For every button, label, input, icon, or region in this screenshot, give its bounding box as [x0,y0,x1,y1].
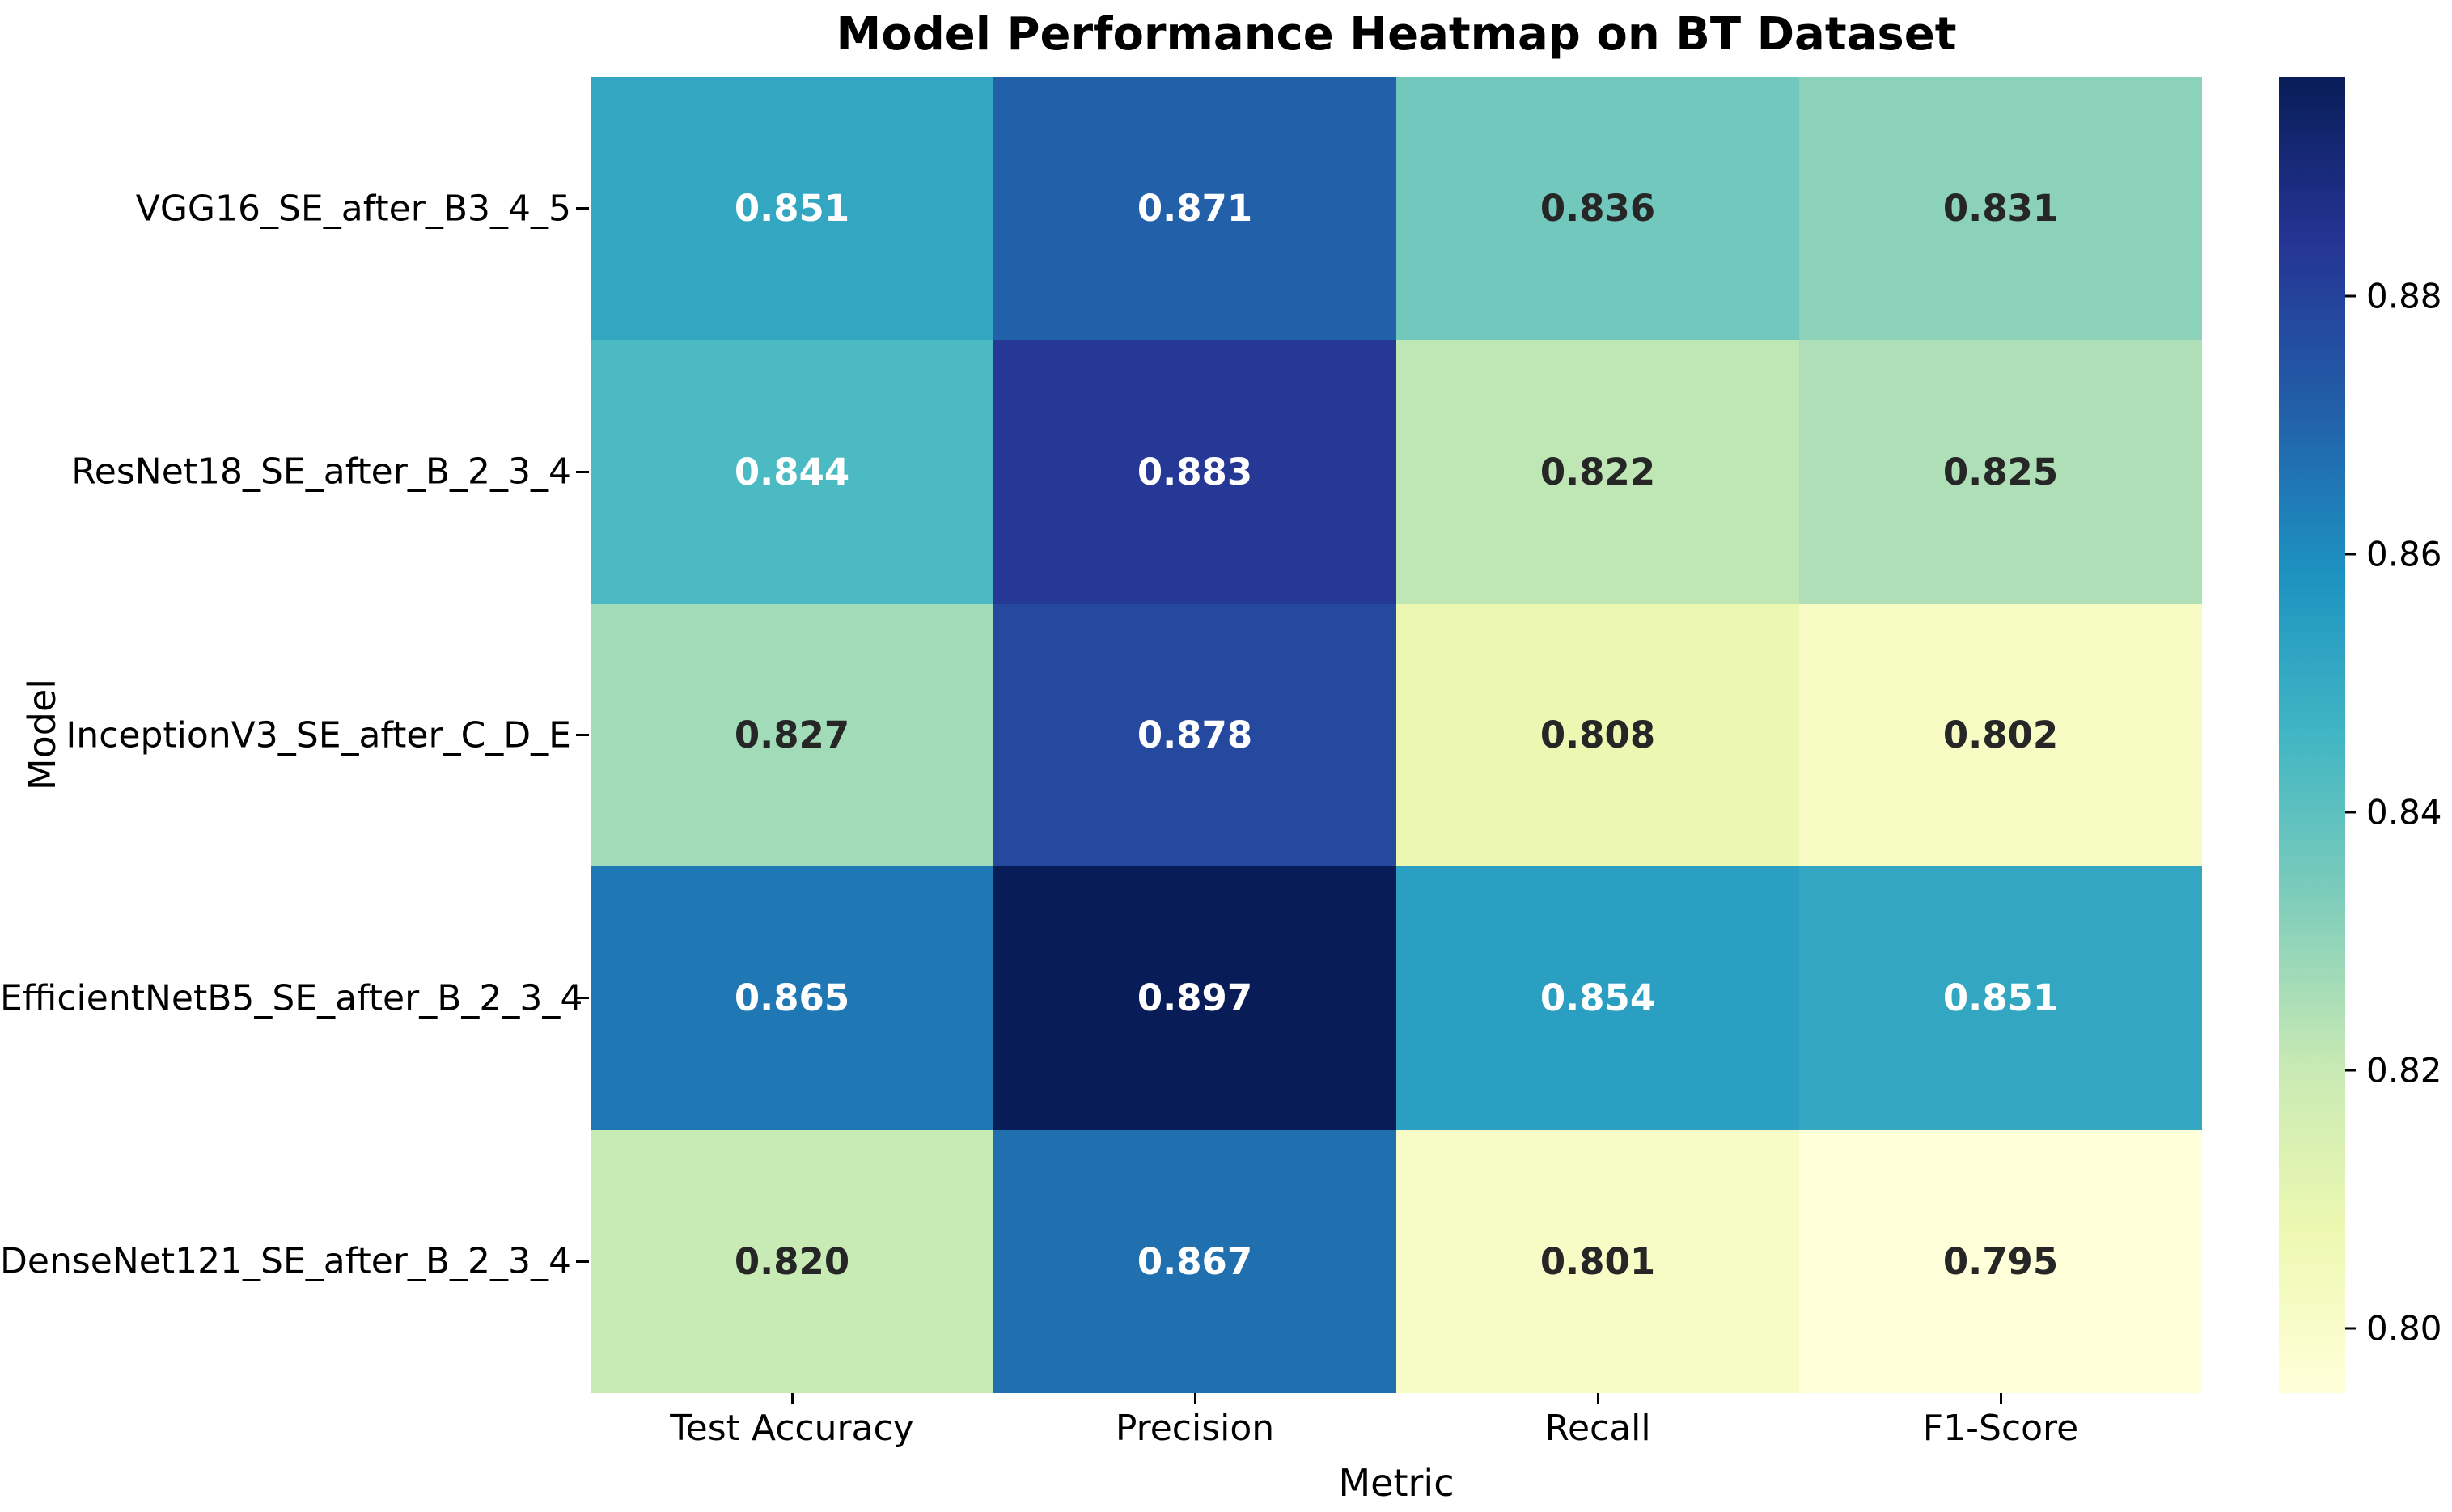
chart-title: Model Performance Heatmap on BT Dataset [836,8,1957,61]
x-tick-mark [790,1393,794,1404]
y-tick-mark [576,997,589,1000]
heatmap-cell: 0.820 [591,1129,993,1393]
y-tick-label: DenseNet121_SE_after_B_2_3_4 [0,1240,572,1282]
heatmap-cell: 0.836 [1396,77,1799,341]
cell-value: 0.795 [1942,1239,2059,1283]
cell-value: 0.844 [734,450,850,493]
x-axis-title: Metric [1338,1461,1455,1505]
heatmap-cell: 0.878 [993,603,1396,867]
x-tick-label: Precision [1115,1408,1275,1449]
heatmap-cell: 0.865 [591,866,993,1130]
cell-value: 0.808 [1539,713,1656,756]
colorbar-tick-label: 0.80 [2366,1308,2442,1349]
y-tick-label: ResNet18_SE_after_B_2_3_4 [71,451,571,493]
x-tick-label: Recall [1544,1408,1651,1449]
colorbar-gradient [2279,77,2345,1393]
cell-value: 0.854 [1539,976,1656,1020]
y-tick-label: EfficientNetB5_SE_after_B_2_3_4 [0,977,583,1019]
cell-value: 0.883 [1137,450,1253,493]
y-tick-mark [576,470,589,473]
heatmap-cell: 0.883 [993,340,1396,604]
x-tick-mark [1193,1393,1196,1404]
heatmap-cell: 0.808 [1396,603,1799,867]
heatmap-cell: 0.844 [591,340,993,604]
cell-value: 0.802 [1942,713,2059,756]
colorbar-tick-label: 0.84 [2366,792,2442,832]
y-tick-label: VGG16_SE_after_B3_4_5 [135,188,571,230]
cell-value: 0.871 [1137,187,1253,231]
cell-value: 0.801 [1539,1239,1656,1283]
colorbar-tick-mark [2345,553,2356,556]
heatmap-cell: 0.851 [1799,866,2202,1130]
heatmap-cell: 0.801 [1396,1129,1799,1393]
x-tick-label: Test Accuracy [670,1408,914,1449]
heatmap-cell: 0.802 [1799,603,2202,867]
heatmap-cell: 0.871 [993,77,1396,341]
y-tick-mark [576,207,589,210]
cell-value: 0.878 [1137,713,1253,756]
cell-value: 0.820 [734,1239,850,1283]
x-tick-label: F1-Score [1922,1408,2079,1449]
colorbar-tick-label: 0.86 [2366,534,2442,574]
heatmap-grid: 0.851 0.871 0.836 0.831 0.844 0.883 0.822 0.825… [591,77,2202,1393]
y-tick-mark [576,1260,589,1263]
x-tick-mark [1596,1393,1599,1404]
cell-value: 0.836 [1539,187,1656,231]
colorbar-tick-label: 0.88 [2366,276,2442,316]
cell-value: 0.865 [734,976,850,1020]
cell-value: 0.827 [734,713,850,756]
colorbar-tick-mark [2345,1069,2356,1072]
heatmap-cell: 0.897 [993,866,1396,1130]
cell-value: 0.822 [1539,450,1656,493]
heatmap-cell: 0.867 [993,1129,1396,1393]
heatmap-cell: 0.827 [591,603,993,867]
heatmap-cell: 0.822 [1396,340,1799,604]
colorbar-tick-mark [2345,1327,2356,1330]
cell-value: 0.897 [1137,976,1253,1020]
colorbar-tick-mark [2345,811,2356,814]
cell-value: 0.851 [1942,976,2059,1020]
y-tick-mark [576,734,589,736]
cell-value: 0.831 [1942,187,2059,231]
x-tick-mark [1999,1393,2002,1404]
heatmap-cell: 0.851 [591,77,993,341]
colorbar-tick-label: 0.82 [2366,1050,2442,1091]
colorbar: 0.88 0.86 0.84 0.82 0.80 [2279,77,2452,1393]
heatmap-cell: 0.831 [1799,77,2202,341]
y-tick-label: InceptionV3_SE_after_C_D_E [66,714,571,756]
cell-value: 0.851 [734,187,850,231]
colorbar-tick-mark [2345,294,2356,298]
heatmap-cell: 0.854 [1396,866,1799,1130]
cell-value: 0.867 [1137,1239,1253,1283]
heatmap-cell: 0.825 [1799,340,2202,604]
heatmap-cell: 0.795 [1799,1129,2202,1393]
cell-value: 0.825 [1942,450,2059,493]
